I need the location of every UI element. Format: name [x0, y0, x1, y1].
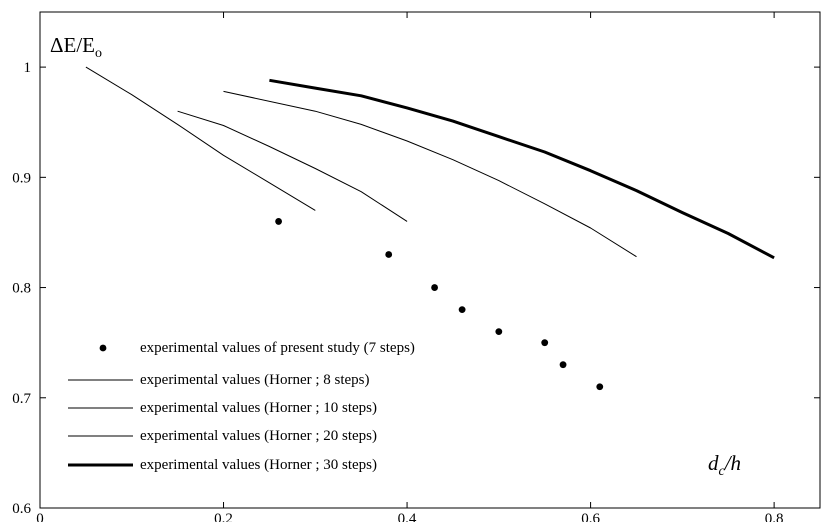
legend-label: experimental values of present study (7 …	[140, 340, 415, 356]
x-axis-title-main: d	[708, 451, 719, 475]
legend-label: experimental values (Horner ; 10 steps)	[140, 400, 377, 416]
x-tick-label: 0	[36, 511, 44, 522]
y-tick-label: 0.9	[12, 170, 31, 186]
y-tick-label: 1	[24, 60, 32, 76]
x-tick-label: 0.6	[581, 511, 600, 522]
data-point	[431, 284, 438, 291]
x-axis-title: dc/h	[708, 451, 741, 479]
y-tick-label: 0.6	[12, 501, 31, 517]
data-point	[559, 361, 567, 369]
data-point	[596, 383, 604, 391]
data-point	[458, 306, 466, 313]
x-tick-label: 0.8	[765, 511, 784, 522]
data-point	[385, 251, 393, 258]
axis-ticks	[39, 12, 820, 509]
series-layer	[85, 66, 775, 391]
series-present-study-points	[275, 218, 604, 391]
series-line-2	[177, 110, 408, 222]
x-axis-title-rest: /h	[724, 451, 741, 475]
y-tick-label: 0.7	[12, 391, 31, 407]
x-axis-title-sub: c	[719, 464, 726, 479]
y-axis-title-main: ΔE/E	[50, 33, 95, 57]
y-axis-title-sub: o	[95, 46, 102, 61]
x-tick-label: 0.4	[398, 511, 417, 522]
legend: experimental values of present study (7 …	[68, 340, 415, 473]
legend-marker-dot	[99, 344, 107, 352]
plot-frame	[39, 11, 821, 509]
legend-label: experimental values (Horner ; 20 steps)	[140, 428, 377, 444]
series-line-3	[223, 90, 637, 258]
x-tick-label: 0.2	[214, 511, 233, 522]
data-point	[495, 328, 503, 336]
y-axis-title: ΔE/Eo	[50, 33, 102, 61]
y-tick-label: 0.8	[12, 281, 31, 297]
legend-label: experimental values (Horner ; 30 steps)	[140, 457, 377, 473]
series-line-1	[85, 66, 316, 211]
data-point	[541, 339, 549, 347]
legend-label: experimental values (Horner ; 8 steps)	[140, 372, 370, 388]
axis-tick-labels: 0 0.2 0.4 0.6 0.8 0.6 0.7 0.8 0.9 1	[12, 60, 783, 522]
data-point	[275, 218, 282, 225]
series-line-4	[269, 78, 775, 260]
